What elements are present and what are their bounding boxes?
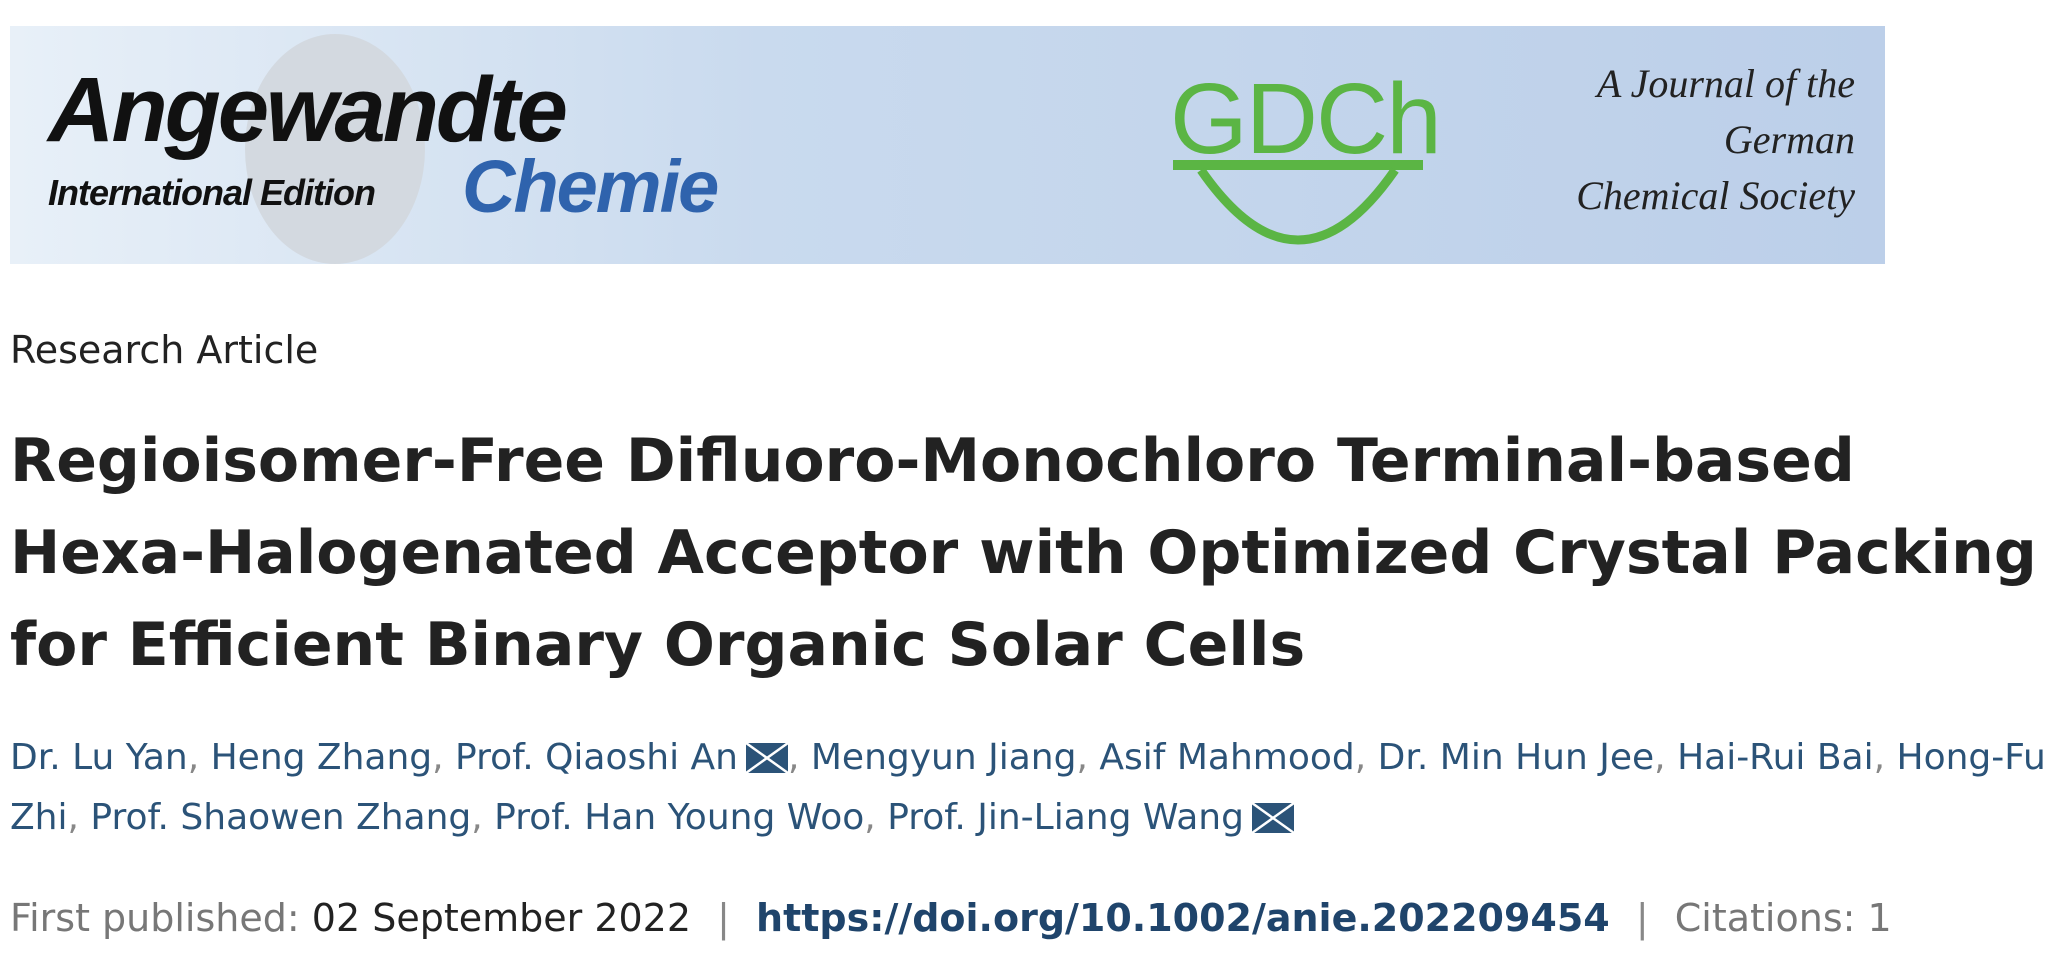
author-link[interactable]: Mengyun Jiang	[810, 737, 1077, 778]
journal-logo-chemie: Chemie	[462, 145, 719, 228]
author-link[interactable]: Hai-Rui Bai	[1677, 737, 1874, 778]
citations-count: Citations: 1	[1674, 896, 1892, 940]
tagline-line: A Journal of the	[1596, 61, 1855, 106]
society-tagline: A Journal of the German Chemical Society	[1576, 56, 1855, 224]
author-separator: ,	[787, 737, 811, 778]
author-separator: ,	[1873, 737, 1897, 778]
author-separator: ,	[864, 797, 888, 838]
author-separator: ,	[67, 797, 91, 838]
separator: |	[1635, 896, 1649, 940]
author-link[interactable]: Hong-Fu Zhi	[10, 737, 2046, 838]
tagline-line: Chemical Society	[1576, 173, 1855, 218]
separator: |	[717, 896, 730, 940]
author-link[interactable]: Asif Mahmood	[1099, 737, 1355, 778]
envelope-icon[interactable]	[1251, 803, 1294, 833]
author-separator: ,	[1354, 737, 1378, 778]
author-link[interactable]: Prof. Han Young Woo	[494, 797, 865, 838]
tagline-line: German	[1723, 117, 1855, 162]
article-title: Regioisomer-Free Difluoro-Monochloro Ter…	[10, 426, 2037, 680]
author-separator: ,	[1076, 737, 1100, 778]
envelope-icon[interactable]	[745, 743, 788, 773]
author-list: Dr. Lu Yan, Heng Zhang, Prof. Qiaoshi An…	[10, 728, 2060, 848]
banner-circle-decoration	[245, 34, 425, 264]
gdch-logo: GDCh	[1170, 63, 1442, 175]
author-link[interactable]: Dr. Lu Yan	[10, 737, 188, 778]
journal-banner[interactable]: Angewandte International Edition Chemie …	[10, 26, 1885, 264]
journal-edition: International Edition	[48, 172, 376, 213]
article-type: Research Article	[10, 328, 319, 372]
doi-link[interactable]: https://doi.org/10.1002/anie.202209454	[756, 896, 1610, 940]
author-link[interactable]: Heng Zhang	[210, 737, 433, 778]
author-link[interactable]: Prof. Jin-Liang Wang	[887, 797, 1244, 838]
journal-logo-angewandte: Angewandte	[48, 59, 568, 161]
publication-info: First published: 02 September 2022 | htt…	[10, 896, 1892, 940]
author-separator: ,	[471, 797, 495, 838]
author-separator: ,	[432, 737, 456, 778]
author-separator: ,	[187, 737, 211, 778]
first-published-label: First published:	[10, 896, 300, 940]
author-separator: ,	[1654, 737, 1678, 778]
author-link[interactable]: Dr. Min Hun Jee	[1377, 737, 1655, 778]
gdch-bowl-icon	[1173, 160, 1423, 245]
author-link[interactable]: Prof. Shaowen Zhang	[90, 797, 472, 838]
author-link[interactable]: Prof. Qiaoshi An	[455, 737, 738, 778]
first-published-date: 02 September 2022	[311, 896, 692, 940]
